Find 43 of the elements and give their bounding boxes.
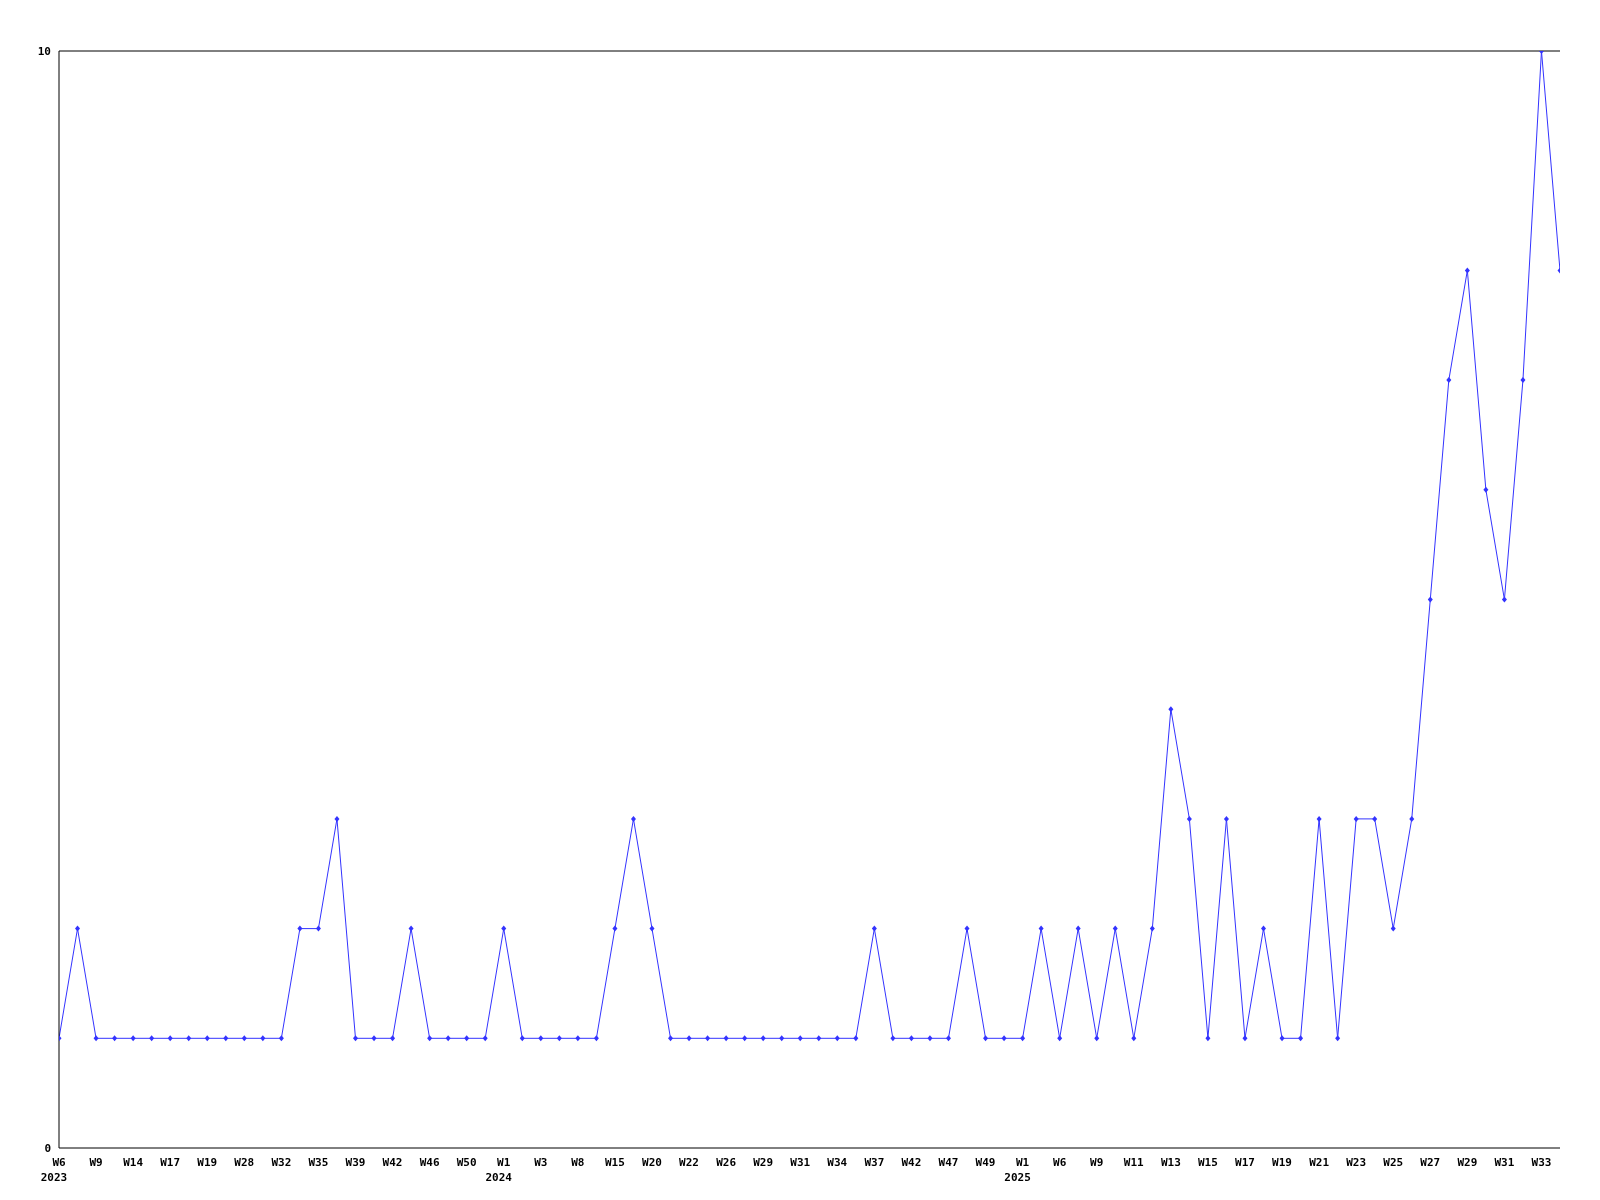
x-tick-label: W11	[1123, 1156, 1145, 1169]
x-tick-label: W9	[89, 1156, 103, 1169]
x-tick-label: W34	[827, 1156, 848, 1169]
x-tick-label: W3	[534, 1156, 548, 1169]
x-tick-label: W31	[790, 1156, 811, 1169]
x-tick-label: W49	[975, 1156, 996, 1169]
x-tick-label: W1 2024	[485, 1156, 513, 1184]
y-tick-label: 10	[37, 44, 51, 58]
x-tick-label: W29	[753, 1156, 774, 1169]
x-tick-label: W1 2025	[1004, 1156, 1031, 1184]
x-tick-label: W42	[901, 1156, 922, 1169]
x-tick-label: W33	[1531, 1156, 1552, 1169]
x-tick-label: W35	[308, 1156, 329, 1169]
x-tick-label: W8	[571, 1156, 585, 1169]
x-tick-label: W9	[1090, 1156, 1104, 1169]
x-tick-label: W15	[1197, 1156, 1218, 1169]
x-tick-label: W14	[123, 1156, 144, 1169]
x-tick-label: W47	[938, 1156, 959, 1169]
x-tick-label: W19	[1272, 1156, 1292, 1169]
x-tick-label: W15	[604, 1156, 625, 1169]
x-tick-label: W31	[1494, 1156, 1515, 1169]
x-tick-label: W29	[1457, 1156, 1478, 1169]
x-tick-label: W42	[382, 1156, 403, 1169]
x-tick-label: W6 2023	[40, 1156, 68, 1184]
x-tick-label: W19	[197, 1156, 218, 1169]
x-tick-label: W13	[1160, 1156, 1181, 1169]
x-tick-label: W26	[716, 1156, 737, 1169]
x-tick-label: W23	[1346, 1156, 1367, 1169]
x-tick-label: W21	[1309, 1156, 1330, 1169]
x-tick-label: W17	[160, 1156, 181, 1169]
x-tick-label: W32	[271, 1156, 292, 1169]
x-tick-label: W50	[456, 1156, 477, 1169]
y-tick-label: 0	[44, 1141, 51, 1155]
x-tick-label: W25	[1383, 1156, 1404, 1169]
x-tick-label: W39	[345, 1156, 366, 1169]
x-tick-label: W22	[679, 1156, 699, 1169]
x-tick-label: W28	[234, 1156, 255, 1169]
x-tick-label: W27	[1420, 1156, 1441, 1169]
x-tick-label: W6	[1053, 1156, 1067, 1169]
x-tick-label: W37	[864, 1156, 885, 1169]
x-tick-label: W46	[419, 1156, 440, 1169]
x-tick-label: W17	[1235, 1156, 1255, 1169]
x-tick-label: W20	[642, 1156, 662, 1169]
